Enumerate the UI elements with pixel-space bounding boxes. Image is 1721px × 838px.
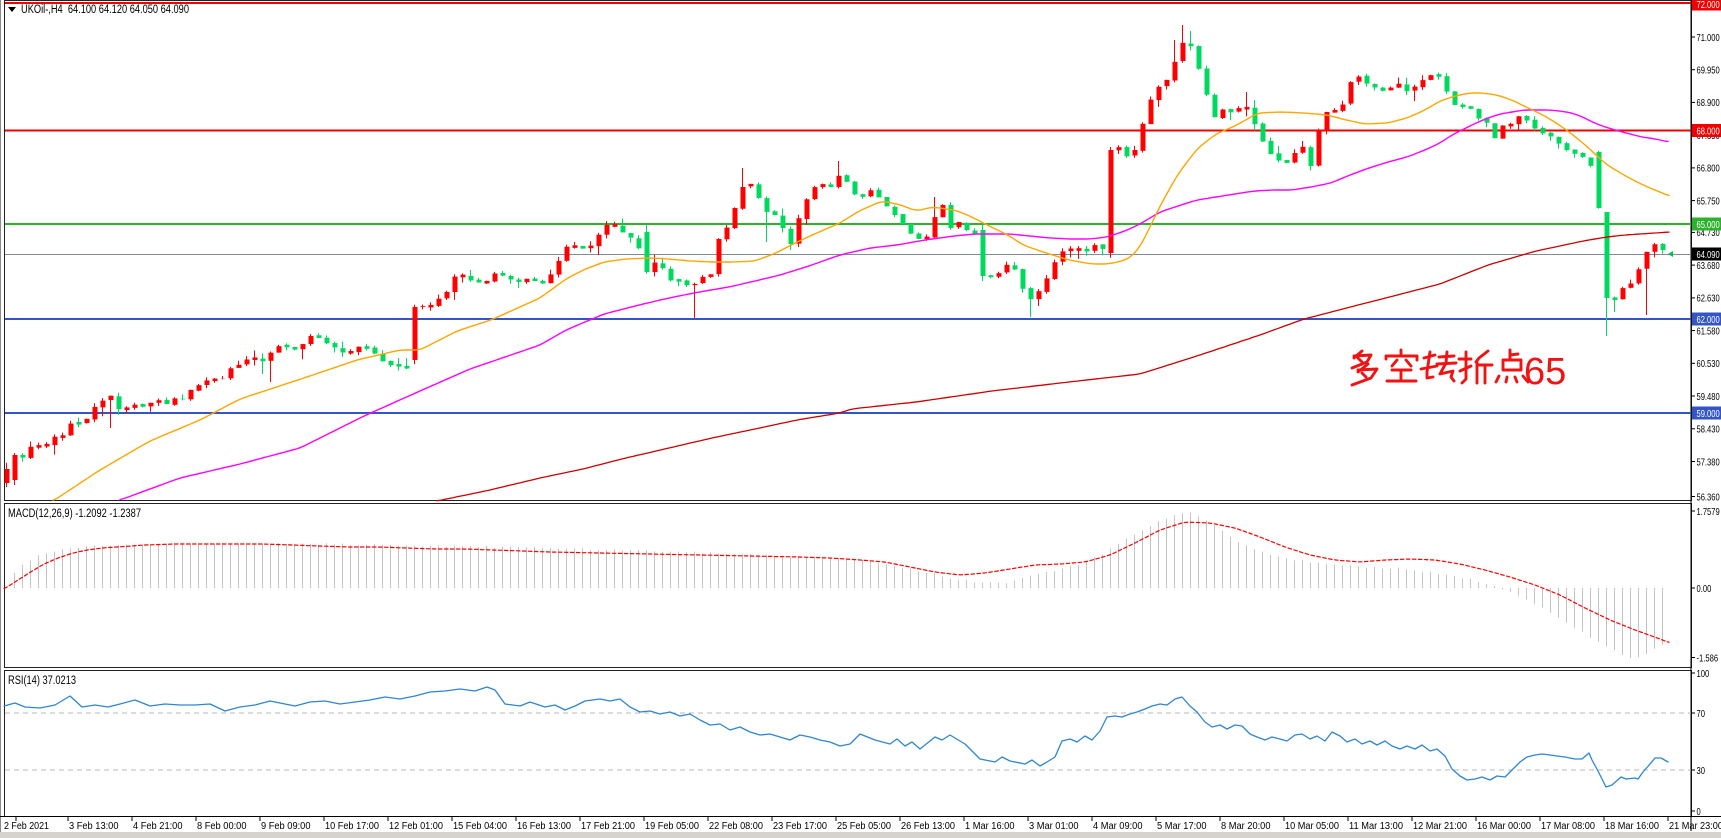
svg-text:70: 70 [1697, 708, 1706, 720]
svg-text:61.580: 61.580 [1697, 325, 1720, 337]
svg-text:3 Mar 01:00: 3 Mar 01:00 [1029, 821, 1079, 832]
svg-text:65.000: 65.000 [1697, 219, 1720, 231]
svg-text:RSI(14) 37.0213: RSI(14) 37.0213 [8, 675, 76, 687]
svg-text:68.900: 68.900 [1697, 97, 1720, 109]
svg-text:56.360: 56.360 [1697, 491, 1720, 503]
svg-text:MACD(12,26,9) -1.2092 -1.2387: MACD(12,26,9) -1.2092 -1.2387 [8, 508, 141, 520]
svg-text:63.680: 63.680 [1697, 260, 1720, 272]
svg-text:12 Mar 21:00: 12 Mar 21:00 [1413, 821, 1467, 832]
svg-text:UKOil-,H4 64.100 64.120 64.05: UKOil-,H4 64.100 64.120 64.050 64.090 [21, 4, 189, 16]
svg-text:15 Feb 04:00: 15 Feb 04:00 [453, 821, 507, 832]
svg-text:100: 100 [1697, 668, 1710, 680]
svg-text:4 Mar 09:00: 4 Mar 09:00 [1093, 821, 1143, 832]
svg-text:60.530: 60.530 [1697, 358, 1720, 370]
svg-text:10 Mar 05:00: 10 Mar 05:00 [1285, 821, 1339, 832]
svg-text:17 Mar 08:00: 17 Mar 08:00 [1541, 821, 1595, 832]
svg-text:16 Feb 13:00: 16 Feb 13:00 [517, 821, 571, 832]
svg-text:9 Feb 09:00: 9 Feb 09:00 [261, 821, 311, 832]
svg-text:58.430: 58.430 [1697, 424, 1720, 436]
svg-text:69.950: 69.950 [1697, 65, 1720, 77]
svg-text:57.380: 57.380 [1697, 456, 1720, 468]
svg-text:66.800: 66.800 [1697, 163, 1720, 175]
svg-text:4 Feb 21:00: 4 Feb 21:00 [133, 821, 183, 832]
svg-text:8 Feb 00:00: 8 Feb 00:00 [197, 821, 247, 832]
svg-text:19 Feb 05:00: 19 Feb 05:00 [645, 821, 699, 832]
svg-text:65: 65 [1524, 351, 1566, 393]
svg-text:72.000: 72.000 [1697, 0, 1720, 11]
svg-text:17 Feb 21:00: 17 Feb 21:00 [581, 821, 635, 832]
svg-text:3 Feb 13:00: 3 Feb 13:00 [69, 821, 119, 832]
svg-text:5 Mar 17:00: 5 Mar 17:00 [1157, 821, 1207, 832]
svg-text:1 Mar 16:00: 1 Mar 16:00 [965, 821, 1015, 832]
svg-text:59.480: 59.480 [1697, 391, 1720, 403]
svg-text:65.750: 65.750 [1697, 195, 1720, 207]
svg-text:16 Mar 00:00: 16 Mar 00:00 [1477, 821, 1531, 832]
svg-text:22 Feb 08:00: 22 Feb 08:00 [709, 821, 763, 832]
svg-text:1.7579: 1.7579 [1697, 506, 1720, 518]
svg-text:18 Mar 16:00: 18 Mar 16:00 [1605, 821, 1659, 832]
svg-text:64.090: 64.090 [1697, 249, 1720, 261]
svg-text:0: 0 [1697, 806, 1701, 818]
svg-text:30: 30 [1697, 765, 1706, 777]
svg-text:62.630: 62.630 [1697, 293, 1720, 305]
svg-text:59.000: 59.000 [1697, 408, 1720, 420]
svg-text:21 Mar 23:00: 21 Mar 23:00 [1669, 821, 1721, 832]
svg-text:10 Feb 17:00: 10 Feb 17:00 [325, 821, 379, 832]
svg-text:62.000: 62.000 [1697, 314, 1720, 326]
svg-text:23 Feb 17:00: 23 Feb 17:00 [773, 821, 827, 832]
svg-text:25 Feb 05:00: 25 Feb 05:00 [837, 821, 891, 832]
svg-text:26 Feb 13:00: 26 Feb 13:00 [901, 821, 955, 832]
svg-text:11 Mar 13:00: 11 Mar 13:00 [1349, 821, 1403, 832]
svg-text:-1.586: -1.586 [1697, 652, 1719, 664]
svg-text:71.000: 71.000 [1697, 32, 1720, 44]
svg-text:68.000: 68.000 [1697, 125, 1720, 137]
svg-text:0.00: 0.00 [1697, 583, 1712, 595]
svg-text:12 Feb 01:00: 12 Feb 01:00 [389, 821, 443, 832]
svg-text:2 Feb 2021: 2 Feb 2021 [4, 821, 49, 832]
svg-text:8 Mar 20:00: 8 Mar 20:00 [1221, 821, 1271, 832]
